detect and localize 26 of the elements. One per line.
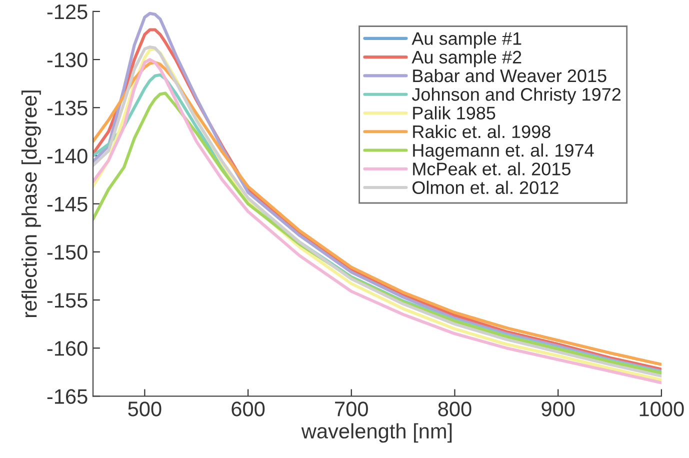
y-tick-label: -125 [47,4,88,20]
legend-label: Hagemann et. al. 1974 [413,143,594,160]
x-tick-label: 600 [232,402,265,416]
y-tick-label: -155 [47,293,88,308]
y-tick-label: -165 [47,389,88,404]
legend-label: Olmon et. al. 2012 [412,180,558,194]
x-tick-label: 500 [128,402,162,416]
y-axis-title: reflection phase [degree] [21,90,41,318]
y-tick-label: -150 [47,244,88,260]
legend-label: Au sample #1 [412,32,522,48]
legend-label: Rakic et. al. 1998 [413,124,550,138]
x-tick-label: 1000 [640,402,684,416]
y-tick-label: -140 [47,148,88,164]
legend-label: Babar and Weaver 2015 [413,68,606,82]
x-axis-title: wavelength [nm] [301,423,452,443]
x-tick-label: 700 [335,402,368,416]
x-tick-label: 800 [438,402,472,416]
legend-label: Au sample #2 [412,50,522,68]
y-tick-label: -135 [47,100,88,116]
y-tick-label: -160 [47,341,88,356]
y-tick-label: -145 [47,197,88,212]
legend-label: Palik 1985 [413,106,496,120]
legend-label: Johnson and Christy 1972 [412,88,621,104]
x-tick-label: 900 [542,402,575,416]
y-tick-label: -130 [47,52,88,68]
legend-label: McPeak et. al. 2015 [413,162,570,176]
